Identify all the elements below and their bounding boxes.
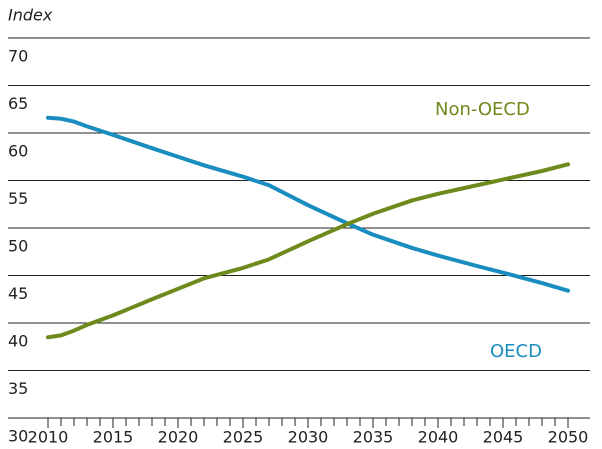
y-tick-label: 65 <box>8 94 28 113</box>
y-tick-label: 35 <box>8 379 28 398</box>
line <box>46 115 570 293</box>
x-tick-label: 2025 <box>223 428 264 447</box>
line <box>46 162 570 340</box>
series-label: OECD <box>490 341 542 362</box>
x-tick-label: 2050 <box>548 428 589 447</box>
x-tick-label: 2015 <box>93 428 134 447</box>
y-tick-label: 55 <box>8 189 28 208</box>
y-tick-label: 45 <box>8 284 28 303</box>
y-tick-label: 30 <box>8 427 28 446</box>
x-tick-label: 2045 <box>483 428 524 447</box>
x-tick-label: 2020 <box>158 428 199 447</box>
y-axis-label: Index <box>8 6 53 25</box>
series-label: Non-OECD <box>435 99 530 120</box>
y-tick-label: 70 <box>8 47 28 66</box>
x-tick-label: 2035 <box>353 428 394 447</box>
x-tick-label: 2040 <box>418 428 459 447</box>
x-tick-label: 2030 <box>288 428 329 447</box>
x-tick-label: 2010 <box>28 428 69 447</box>
y-tick-label: 60 <box>8 142 28 161</box>
y-tick-label: 40 <box>8 332 28 351</box>
y-tick-label: 50 <box>8 237 28 256</box>
